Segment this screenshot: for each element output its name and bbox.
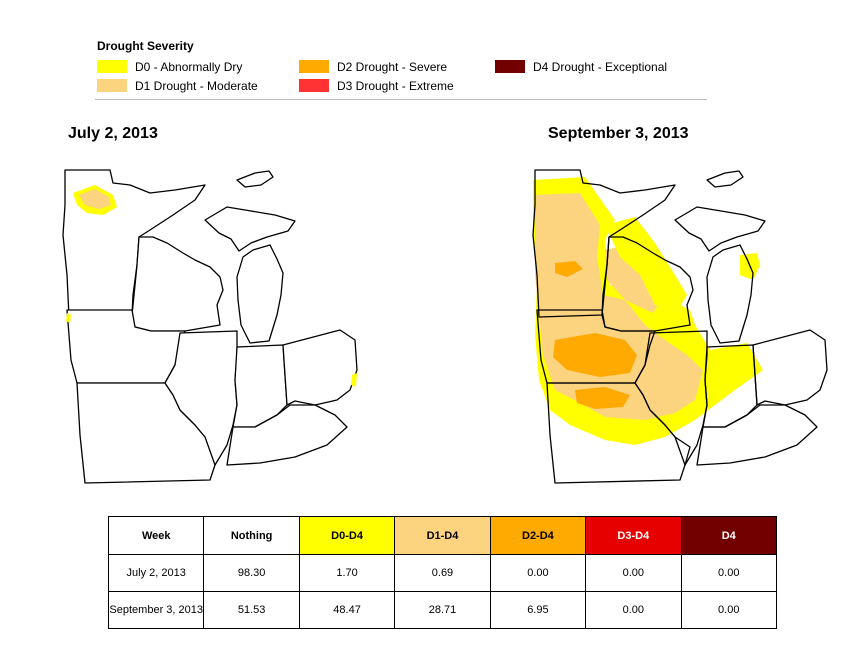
legend-swatch-d2 <box>299 60 329 73</box>
table-cell: 0.00 <box>585 554 682 592</box>
table-header-row: Week Nothing D0-D4 D1-D4 D2-D4 D3-D4 D4 <box>107 516 778 555</box>
drought-d1-area <box>79 189 111 209</box>
map-title-september: September 3, 2013 <box>548 125 689 142</box>
map-september <box>532 169 828 484</box>
legend-swatch-d1 <box>97 79 127 92</box>
table-cell: 51.53 <box>203 591 300 629</box>
drought-severity-legend: Drought Severity D0 - Abnormally Dry D1 … <box>95 36 707 100</box>
table-cell: 0.69 <box>394 554 491 592</box>
table-cell-week: September 3, 2013 <box>107 591 205 629</box>
table-cell: 0.00 <box>680 554 778 592</box>
region-outline <box>62 169 358 484</box>
header-nothing: Nothing <box>203 516 300 555</box>
table-cell: 0.00 <box>680 591 778 629</box>
header-d1-d4: D1-D4 <box>394 516 491 555</box>
map-title-july: July 2, 2013 <box>68 125 158 142</box>
region-outline <box>532 169 828 484</box>
table-cell: 6.95 <box>489 591 587 629</box>
legend-swatch-d4 <box>495 60 525 73</box>
table-row: September 3, 2013 51.53 48.47 28.71 6.95… <box>107 591 778 629</box>
legend-label-d0: D0 - Abnormally Dry <box>135 60 243 74</box>
drought-d2-area <box>575 387 630 409</box>
header-d0-d4: D0-D4 <box>298 516 396 555</box>
table-cell: 0.00 <box>585 591 682 629</box>
legend-label-d1: D1 Drought - Moderate <box>135 79 258 93</box>
header-d4: D4 <box>680 516 778 555</box>
drought-d0-area <box>351 373 357 387</box>
drought-d0-area <box>605 217 687 315</box>
table-cell: 98.30 <box>203 554 300 592</box>
header-d2-d4: D2-D4 <box>489 516 587 555</box>
table-cell: 1.70 <box>298 554 396 592</box>
legend-title: Drought Severity <box>97 39 194 53</box>
drought-d2-area <box>555 261 583 277</box>
table-cell: 0.00 <box>489 554 587 592</box>
header-d3-d4: D3-D4 <box>585 516 682 555</box>
table-cell: 48.47 <box>298 591 396 629</box>
legend-swatch-d3 <box>299 79 329 92</box>
header-week: Week <box>107 516 205 555</box>
table-row: July 2, 2013 98.30 1.70 0.69 0.00 0.00 0… <box>107 554 778 592</box>
drought-d2-area <box>553 333 637 377</box>
table-cell-week: July 2, 2013 <box>107 554 205 592</box>
legend-swatch-d0 <box>97 60 127 73</box>
legend-label-d2: D2 Drought - Severe <box>337 60 448 74</box>
map-july <box>62 169 358 484</box>
drought-areas <box>66 185 357 387</box>
legend-label-d3: D3 Drought - Extreme <box>337 79 454 93</box>
drought-d0-area <box>66 313 71 323</box>
drought-statistics-table: Week Nothing D0-D4 D1-D4 D2-D4 D3-D4 D4 … <box>107 516 778 629</box>
table-cell: 28.71 <box>394 591 491 629</box>
legend-label-d4: D4 Drought - Exceptional <box>533 60 668 74</box>
